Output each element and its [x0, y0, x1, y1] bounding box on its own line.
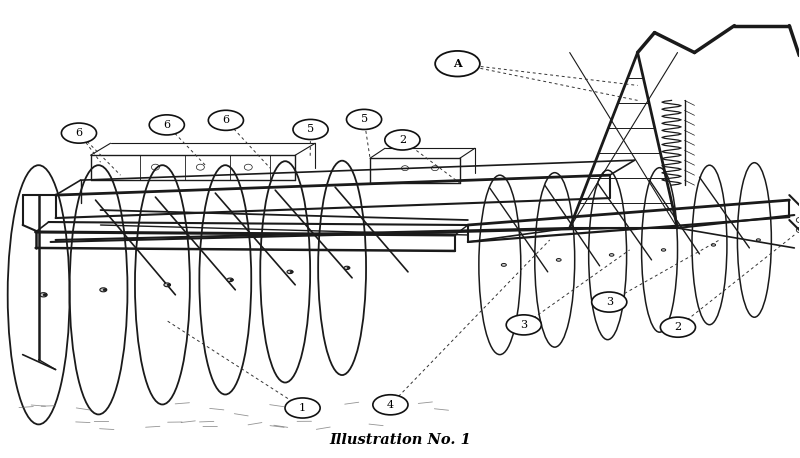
Text: 6: 6: [75, 128, 82, 138]
Text: 6: 6: [163, 120, 170, 130]
Circle shape: [385, 130, 420, 150]
Ellipse shape: [100, 288, 106, 292]
Circle shape: [208, 110, 243, 131]
Ellipse shape: [40, 293, 47, 297]
Ellipse shape: [662, 249, 666, 251]
Ellipse shape: [347, 267, 350, 269]
Text: 2: 2: [399, 135, 406, 145]
Circle shape: [62, 123, 97, 143]
Text: 2: 2: [674, 322, 682, 332]
Ellipse shape: [164, 283, 170, 287]
Ellipse shape: [227, 278, 234, 282]
Ellipse shape: [344, 266, 350, 269]
Circle shape: [506, 315, 542, 335]
Ellipse shape: [43, 294, 47, 296]
Ellipse shape: [103, 289, 106, 291]
Ellipse shape: [556, 258, 561, 261]
Circle shape: [592, 292, 627, 312]
Ellipse shape: [711, 244, 715, 246]
Ellipse shape: [167, 284, 170, 286]
Text: A: A: [453, 58, 462, 69]
Circle shape: [373, 395, 408, 415]
Text: 5: 5: [361, 114, 368, 125]
Ellipse shape: [610, 254, 614, 256]
Text: 5: 5: [307, 125, 314, 135]
Ellipse shape: [502, 263, 506, 267]
Ellipse shape: [290, 271, 293, 273]
Circle shape: [346, 109, 382, 130]
Text: Illustration No. 1: Illustration No. 1: [329, 433, 471, 447]
Circle shape: [285, 398, 320, 418]
Circle shape: [435, 51, 480, 76]
Text: 1: 1: [299, 403, 306, 413]
Text: 3: 3: [520, 320, 527, 330]
Circle shape: [660, 317, 695, 337]
Ellipse shape: [287, 270, 293, 273]
Circle shape: [150, 115, 184, 135]
Text: 3: 3: [606, 297, 613, 307]
Ellipse shape: [756, 239, 761, 241]
Circle shape: [293, 120, 328, 140]
Text: 6: 6: [222, 115, 230, 125]
Ellipse shape: [230, 279, 234, 281]
Text: 4: 4: [387, 400, 394, 410]
